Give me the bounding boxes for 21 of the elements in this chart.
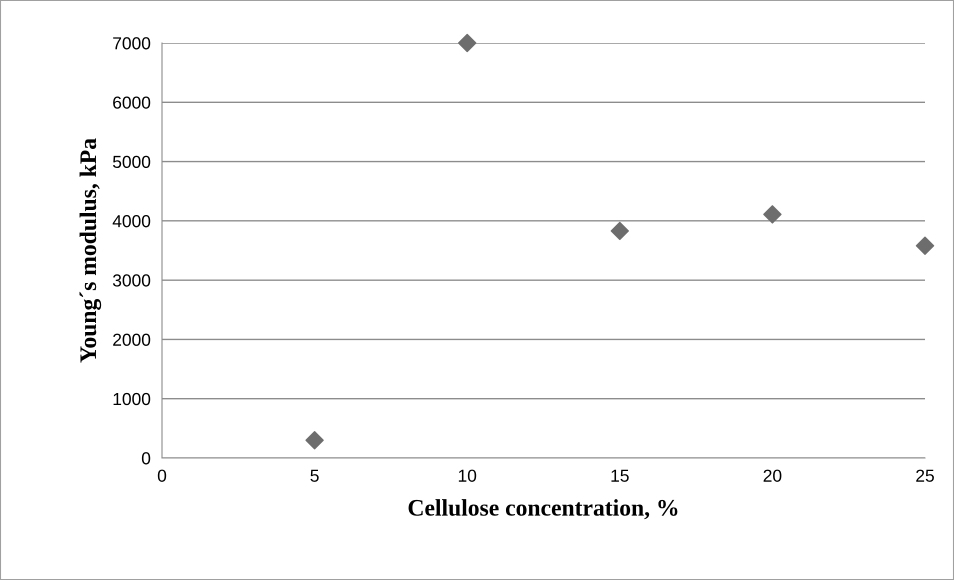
x-tick-label: 25	[916, 470, 934, 482]
y-axis-title: Young´s modulus, kPa	[80, 138, 102, 363]
y-tick-label: 4000	[112, 215, 150, 228]
y-tick-label: 2000	[113, 334, 150, 346]
point	[916, 236, 934, 255]
x-tick-label: 5	[310, 470, 319, 482]
x-tick-label: 10	[458, 470, 476, 482]
point	[610, 222, 629, 240]
point	[458, 34, 476, 52]
x-tick-label: 20	[764, 470, 782, 482]
x-tick-label: 0	[158, 470, 166, 482]
point	[305, 431, 324, 450]
point	[763, 205, 782, 224]
y-tick-label: 6000	[113, 96, 150, 109]
y-tick-label: 1000	[114, 392, 150, 406]
y-tick-label: 0	[142, 452, 150, 464]
x-tick-label: 15	[611, 470, 629, 482]
x-axis-title: Cellulose concentration, %	[408, 499, 678, 520]
y-tick-label: 7000	[113, 37, 150, 50]
y-tick-label: 3000	[112, 274, 150, 287]
y-tick-label: 5000	[112, 156, 150, 168]
